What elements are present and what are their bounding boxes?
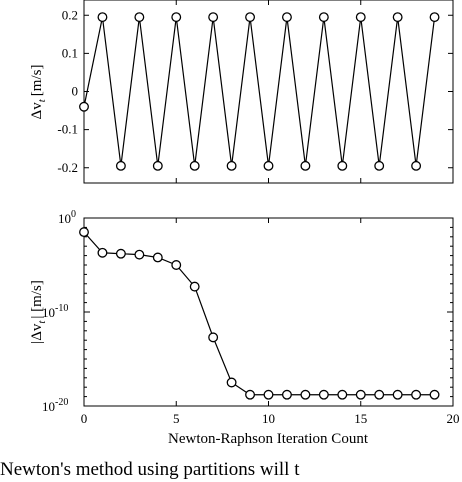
top-data-point — [337, 160, 348, 171]
top-y-tick-label: 0.2 — [62, 7, 78, 22]
top-y-tick-label: -0.2 — [57, 160, 78, 175]
bottom-data-point — [134, 249, 145, 260]
bottom-x-tick-label: 5 — [173, 411, 180, 426]
bottom-data-point — [374, 389, 385, 400]
top-data-point — [429, 12, 440, 23]
top-data-point — [171, 12, 182, 23]
bottom-data-point — [226, 377, 237, 388]
top-data-point — [134, 12, 145, 23]
bottom-data-point — [115, 248, 126, 259]
bottom-data-point — [171, 260, 182, 270]
bottom-data-point — [392, 389, 403, 400]
top-data-point — [355, 12, 366, 23]
top-data-point — [245, 12, 256, 23]
bottom-x-tick-label: 15 — [354, 411, 367, 426]
top-chart: 0.2 0.1 0 -0.1 -0.2 Δvt[m/s] — [29, 0, 454, 184]
bottom-y-tick-label: 10-10 — [42, 303, 68, 320]
top-y-axis-label: Δvt[m/s] — [29, 65, 48, 120]
top-ticks: 0.2 0.1 0 -0.1 -0.2 — [57, 0, 454, 183]
bottom-data-point — [282, 389, 292, 400]
top-y-tick-label: 0.1 — [62, 45, 78, 60]
bottom-plot-frame — [83, 217, 454, 407]
top-y-tick-label: 0 — [72, 84, 79, 99]
top-series-line — [83, 17, 436, 166]
top-data-point — [115, 160, 126, 171]
bottom-data-point — [355, 389, 366, 400]
bottom-data-point — [300, 389, 311, 400]
bottom-data-point — [189, 281, 200, 292]
top-data-point — [318, 12, 329, 23]
top-data-point — [226, 160, 237, 171]
top-data-point — [300, 160, 311, 171]
top-data-point — [411, 160, 422, 171]
x-axis-label: Newton-Raphson Iteration Count — [168, 431, 369, 447]
bottom-y-tick-label: 10-20 — [42, 397, 68, 414]
caption-text: Newton's method using partitions will t — [0, 459, 300, 480]
bottom-y-tick-label: 100 — [58, 209, 76, 226]
bottom-ticks: 0 5 10 15 20 100 10-10 10-20 — [42, 209, 460, 426]
bottom-x-tick-label: 20 — [447, 411, 460, 426]
top-plot-frame — [83, 0, 454, 184]
bottom-data-point — [245, 389, 256, 400]
bottom-x-tick-label: 10 — [262, 411, 275, 426]
top-y-tick-label: -0.1 — [57, 122, 78, 137]
top-series — [79, 12, 440, 171]
bottom-data-point — [337, 389, 348, 400]
bottom-data-point — [97, 247, 108, 258]
top-data-point — [208, 12, 219, 23]
bottom-data-point — [152, 252, 163, 263]
bottom-data-point — [318, 389, 329, 400]
top-data-point — [189, 160, 200, 171]
top-data-point — [392, 12, 403, 23]
bottom-data-point — [429, 389, 440, 400]
bottom-chart: 0 5 10 15 20 100 10-10 10-20 |Δvt| [m/s] Newton… — [29, 209, 460, 447]
top-data-point — [282, 12, 292, 23]
bottom-data-point — [411, 389, 422, 400]
top-data-point — [79, 101, 89, 112]
bottom-data-point — [208, 332, 219, 343]
bottom-x-tick-label: 0 — [81, 411, 88, 426]
top-data-point — [152, 160, 163, 171]
bottom-data-point — [263, 389, 274, 400]
bottom-y-axis-label: |Δvt| [m/s] — [29, 280, 48, 344]
top-data-point — [263, 160, 274, 171]
bottom-series — [79, 227, 440, 400]
top-data-point — [374, 160, 385, 171]
bottom-data-point — [79, 227, 89, 238]
top-data-point — [97, 12, 108, 23]
